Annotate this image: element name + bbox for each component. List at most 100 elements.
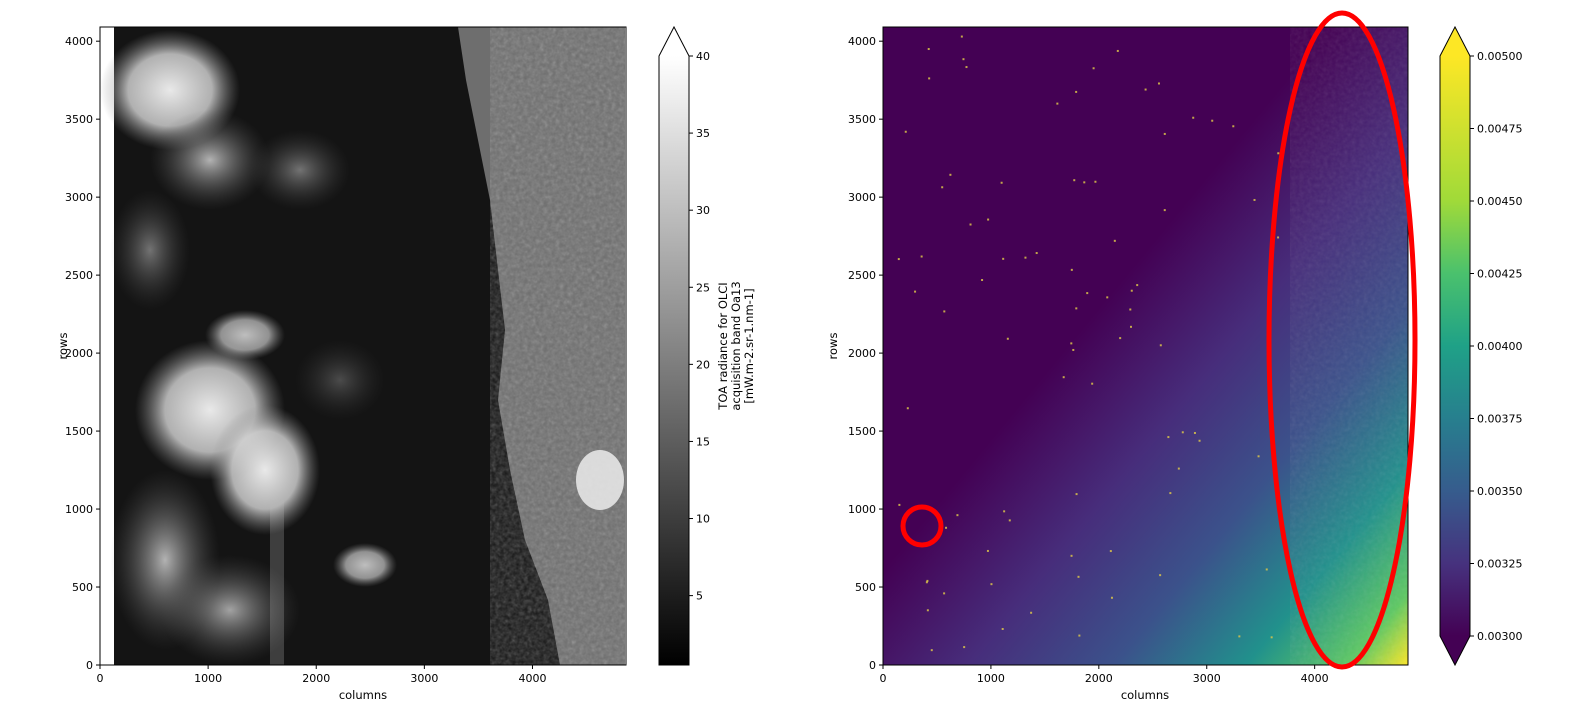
noise-pixel xyxy=(898,503,901,506)
colorbar-tick-label: 0.00375 xyxy=(1477,413,1523,426)
noise-pixel xyxy=(962,58,965,61)
x-axis-label: columns xyxy=(1121,688,1169,702)
noise-pixel xyxy=(928,77,931,80)
y-tick-label: 2000 xyxy=(65,347,93,360)
noise-pixel xyxy=(1277,236,1280,239)
noise-pixel xyxy=(1159,344,1162,347)
noise-pixel xyxy=(1003,510,1006,513)
colorbar-tick-label: 40 xyxy=(696,50,710,63)
y-tick-label: 4000 xyxy=(848,35,876,48)
y-tick-label: 1500 xyxy=(848,425,876,438)
noise-pixel xyxy=(1163,209,1166,212)
noise-pixel xyxy=(1270,636,1273,639)
noise-pixel xyxy=(1075,90,1078,93)
noise-pixel xyxy=(1167,436,1170,439)
x-tick-label: 3000 xyxy=(410,672,438,685)
colorbar: 5 10 15 20 25 30 35 40 TOA radiance for OLCI ac… xyxy=(658,25,756,666)
colorbar-tick-label: 0.00450 xyxy=(1477,195,1523,208)
noise-pixel xyxy=(1092,67,1095,70)
colorbar-tick-label: 0.00350 xyxy=(1477,485,1523,498)
x-tick-label: 4000 xyxy=(1301,672,1329,685)
noise-pixel xyxy=(1030,611,1033,614)
colorbar-tick-label: 0.00425 xyxy=(1477,268,1523,281)
noise-pixel xyxy=(1077,575,1080,578)
colorbar-label-line-2: acquisition band Oa13 xyxy=(729,281,743,410)
noise-pixel xyxy=(926,579,929,582)
noise-pixel xyxy=(1062,376,1065,379)
noise-pixel xyxy=(1163,132,1166,135)
noise-pixel xyxy=(1070,268,1073,271)
annotation-circle xyxy=(900,504,944,548)
x-tick-label: 2000 xyxy=(302,672,330,685)
colorbar-tick-label: 15 xyxy=(696,435,710,448)
y-axis-label: rows xyxy=(56,333,70,360)
plot-frame xyxy=(99,26,627,666)
x-tick-label: 1000 xyxy=(977,672,1005,685)
y-tick-label: 2000 xyxy=(848,347,876,360)
noise-pixel xyxy=(1109,550,1112,553)
annotation-ellipse xyxy=(1266,10,1418,670)
radiance-image xyxy=(100,27,626,665)
noise-pixel xyxy=(1157,82,1160,85)
noise-pixel xyxy=(906,407,909,410)
noise-pixel xyxy=(1106,296,1109,299)
noise-pixel xyxy=(927,48,930,51)
colorbar-tick-label: 0.00300 xyxy=(1477,630,1523,643)
noise-pixel xyxy=(1002,257,1005,260)
noise-pixel xyxy=(1177,467,1180,470)
noise-pixel xyxy=(960,35,963,38)
x-tick-label: 2000 xyxy=(1085,672,1113,685)
y-tick-label: 0 xyxy=(86,659,93,672)
y-tick-label: 3500 xyxy=(848,113,876,126)
noise-pixel xyxy=(941,186,944,189)
noise-pixel xyxy=(1001,627,1004,630)
noise-pixel xyxy=(1238,635,1241,638)
noise-pixel xyxy=(926,609,929,612)
y-tick-label: 1000 xyxy=(65,503,93,516)
noise-pixel xyxy=(1086,292,1089,295)
noise-pixel xyxy=(1130,289,1133,292)
noise-pixel xyxy=(956,514,959,517)
noise-pixel xyxy=(1070,342,1073,345)
y-tick-label: 3500 xyxy=(65,113,93,126)
x-tick-label: 1000 xyxy=(194,672,222,685)
noise-pixel xyxy=(1006,337,1009,340)
noise-pixel xyxy=(1083,181,1086,184)
colorbar-tick-label: 0.00475 xyxy=(1477,123,1523,136)
noise-pixel xyxy=(1008,519,1011,522)
noise-pixel xyxy=(920,255,923,258)
y-tick-label: 2500 xyxy=(848,269,876,282)
noise-pixel xyxy=(969,223,972,226)
colorbar-tick-label: 20 xyxy=(696,358,710,371)
y-axis-label: rows xyxy=(826,333,840,360)
x-tick-label: 0 xyxy=(97,672,104,685)
noise-pixel xyxy=(963,646,966,649)
x-tick-label: 3000 xyxy=(1193,672,1221,685)
noise-pixel xyxy=(965,66,968,69)
noise-pixel xyxy=(1198,439,1201,442)
noise-pixel xyxy=(1129,325,1132,328)
noise-pixel xyxy=(897,258,900,261)
noise-pixel xyxy=(1110,596,1113,599)
y-tick-label: 2500 xyxy=(65,269,93,282)
noise-pixel xyxy=(1000,181,1003,184)
noise-pixel xyxy=(1159,574,1162,577)
noise-pixel xyxy=(1116,49,1119,52)
noise-pixel xyxy=(1094,180,1097,183)
y-tick-label: 1000 xyxy=(848,503,876,516)
colorbar-label-line-3: [mW.m-2.sr-1.nm-1] xyxy=(742,288,756,403)
colorbar-tick-label: 35 xyxy=(696,127,710,140)
colorbar-tick-label: 5 xyxy=(696,590,703,603)
x-axis-label: columns xyxy=(339,688,387,702)
noise-pixel xyxy=(987,218,990,221)
y-tick-label: 500 xyxy=(855,581,876,594)
noise-pixel xyxy=(1024,256,1027,259)
colorbar: 0.00300 0.00325 0.00350 0.00375 0.00400 0.004… xyxy=(1439,25,1523,667)
noise-pixel xyxy=(1129,308,1132,311)
x-tick-label: 4000 xyxy=(518,672,546,685)
plot-frame xyxy=(882,26,1409,666)
noise-pixel xyxy=(925,581,928,584)
noise-pixel xyxy=(1192,116,1195,119)
noise-pixel xyxy=(943,592,946,595)
noise-pixel xyxy=(1169,492,1172,495)
